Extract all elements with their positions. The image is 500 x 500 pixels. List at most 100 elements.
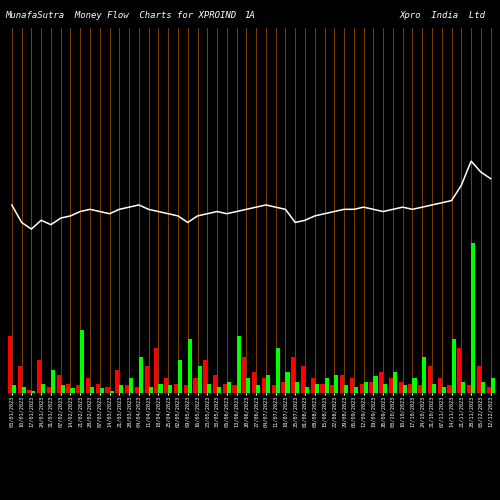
Bar — [452, 338, 456, 392]
Bar — [135, 386, 139, 392]
Bar — [154, 348, 158, 393]
Bar — [246, 378, 250, 392]
Bar — [383, 384, 388, 392]
Bar — [96, 384, 100, 392]
Bar — [486, 386, 490, 392]
Bar — [222, 384, 227, 392]
Bar — [262, 378, 266, 392]
Bar — [252, 372, 256, 392]
Bar — [315, 384, 319, 392]
Bar — [158, 384, 162, 392]
Text: Xpro  India  Ltd: Xpro India Ltd — [400, 11, 486, 20]
Bar — [213, 374, 217, 392]
Bar — [364, 382, 368, 392]
Bar — [148, 386, 152, 392]
Bar — [442, 386, 446, 392]
Bar — [66, 384, 70, 392]
Bar — [276, 348, 280, 393]
Bar — [334, 374, 338, 392]
Bar — [438, 378, 442, 392]
Bar — [18, 366, 21, 392]
Bar — [115, 370, 119, 392]
Bar — [60, 385, 65, 392]
Bar — [37, 360, 41, 392]
Bar — [471, 243, 475, 392]
Bar — [418, 385, 422, 392]
Bar — [80, 330, 84, 392]
Bar — [266, 374, 270, 392]
Bar — [330, 385, 334, 392]
Bar — [402, 385, 407, 392]
Bar — [203, 360, 207, 392]
Bar — [305, 386, 309, 392]
Bar — [232, 385, 236, 392]
Bar — [178, 360, 182, 392]
Bar — [344, 385, 348, 392]
Bar — [56, 374, 60, 392]
Bar — [164, 378, 168, 392]
Bar — [422, 356, 426, 392]
Bar — [272, 385, 276, 392]
Bar — [22, 386, 26, 392]
Bar — [86, 378, 90, 392]
Bar — [32, 391, 36, 392]
Bar — [168, 385, 172, 392]
Bar — [428, 366, 432, 392]
Bar — [174, 384, 178, 392]
Bar — [47, 386, 51, 392]
Bar — [354, 386, 358, 392]
Bar — [51, 370, 55, 392]
Bar — [129, 378, 133, 392]
Bar — [256, 385, 260, 392]
Bar — [282, 382, 286, 392]
Bar — [291, 356, 295, 392]
Bar — [379, 372, 383, 392]
Bar — [340, 374, 344, 392]
Text: MunafaSutra  Money Flow  Charts for XPROIND: MunafaSutra Money Flow Charts for XPROIN… — [5, 11, 236, 20]
Bar — [370, 382, 374, 392]
Bar — [76, 385, 80, 392]
Bar — [120, 385, 124, 392]
Bar — [90, 386, 94, 392]
Bar — [139, 356, 143, 392]
Bar — [490, 378, 495, 392]
Bar — [188, 338, 192, 392]
Bar — [8, 336, 12, 392]
Bar — [12, 385, 16, 392]
Bar — [286, 372, 290, 392]
Bar — [295, 382, 300, 392]
Bar — [398, 382, 402, 392]
Bar — [198, 366, 202, 392]
Bar — [360, 384, 364, 392]
Bar — [310, 378, 315, 392]
Bar — [477, 366, 481, 392]
Bar — [457, 348, 462, 393]
Bar — [217, 386, 221, 392]
Bar — [374, 376, 378, 392]
Bar — [100, 388, 104, 392]
Bar — [125, 385, 129, 392]
Bar — [28, 390, 32, 392]
Bar — [389, 378, 393, 392]
Bar — [393, 372, 397, 392]
Bar — [462, 382, 466, 392]
Bar — [242, 356, 246, 392]
Bar — [236, 336, 240, 392]
Bar — [227, 382, 231, 392]
Bar — [432, 384, 436, 392]
Bar — [350, 378, 354, 392]
Bar — [481, 382, 485, 392]
Bar — [110, 391, 114, 392]
Bar — [412, 378, 416, 392]
Bar — [320, 384, 324, 392]
Bar — [448, 385, 452, 392]
Bar — [194, 378, 198, 392]
Bar — [106, 386, 110, 392]
Bar — [184, 385, 188, 392]
Bar — [70, 388, 74, 392]
Bar — [467, 385, 471, 392]
Bar — [324, 378, 328, 392]
Bar — [301, 366, 305, 392]
Bar — [41, 384, 46, 392]
Bar — [208, 384, 212, 392]
